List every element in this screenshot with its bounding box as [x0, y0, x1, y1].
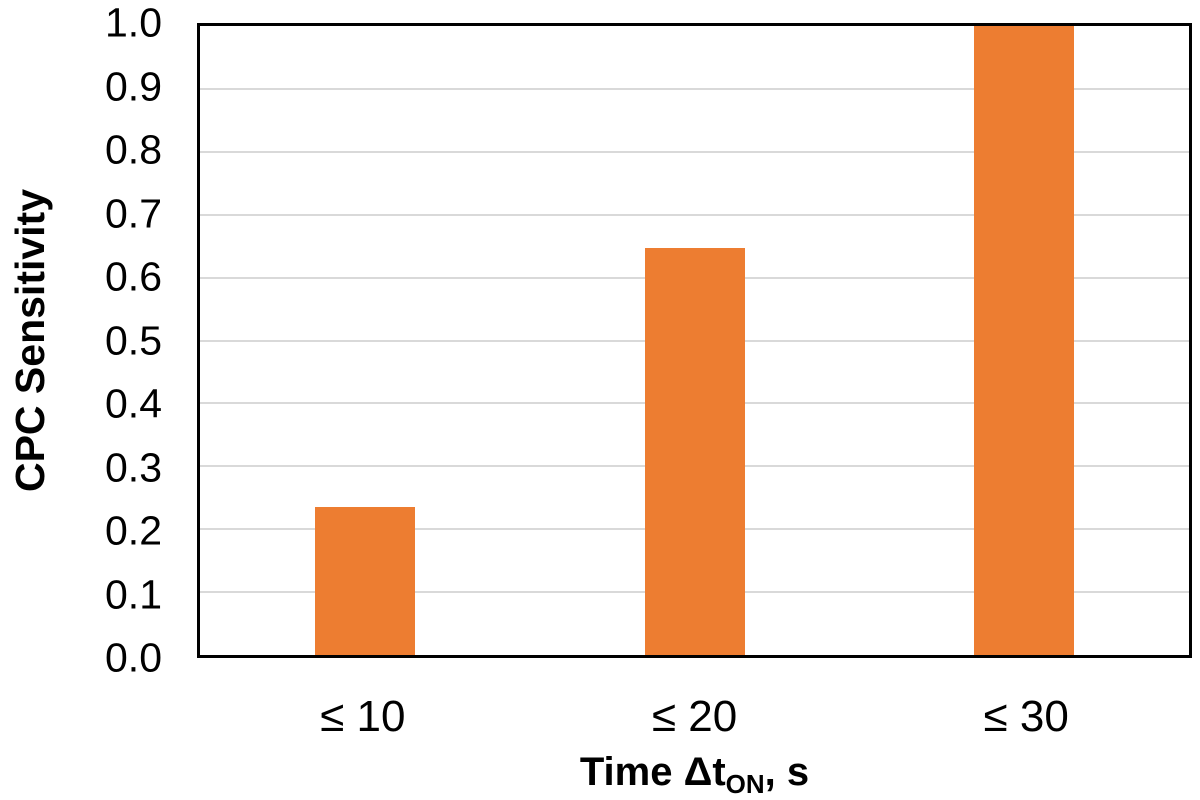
x-axis-title-subscript: ON [725, 769, 765, 799]
gridline [200, 87, 1189, 90]
y-tick-label: 0.4 [105, 380, 162, 427]
bars [200, 26, 1189, 655]
y-tick-label: 0.5 [105, 317, 162, 363]
y-tick-label: 0.0 [105, 634, 162, 681]
bar-cell [859, 26, 1189, 655]
y-axis-title: CPC Sensitivity [0, 23, 62, 658]
y-tick-label: 0.7 [105, 190, 162, 236]
bar-cell [530, 26, 860, 655]
bar-cell [200, 26, 530, 655]
x-axis-category-labels: ≤ 10 ≤ 20 ≤ 30 [197, 695, 1192, 739]
y-tick-label: 0.6 [105, 253, 162, 300]
y-tick-label: 0.3 [105, 444, 162, 490]
y-tick-label: 0.2 [105, 507, 162, 554]
gridline [200, 150, 1189, 153]
y-tick-label: 0.8 [105, 126, 162, 173]
bar-≤ 30 [974, 26, 1075, 655]
x-category-label: ≤ 30 [983, 692, 1069, 741]
x-category-label: ≤ 10 [320, 692, 406, 741]
bar-≤ 10 [314, 507, 415, 655]
x-axis-title-prefix: Time Δt [579, 750, 726, 794]
y-tick-label: 0.1 [105, 571, 162, 617]
bar-≤ 20 [644, 248, 745, 655]
y-axis-title-text: CPC Sensitivity [7, 188, 54, 493]
gridline [200, 213, 1189, 216]
x-category-label: ≤ 20 [651, 692, 738, 741]
x-axis-title: Time ΔtON, s [197, 750, 1192, 797]
y-tick-label: 1.0 [105, 0, 162, 46]
y-axis-tick-labels: 0.0 0.1 0.2 0.3 0.4 0.5 0.6 0.7 0.8 0.9 1.0 [62, 2, 162, 678]
y-tick-label: 0.9 [105, 63, 162, 109]
x-axis-title-suffix: , s [764, 750, 810, 794]
plot-area [197, 23, 1192, 658]
